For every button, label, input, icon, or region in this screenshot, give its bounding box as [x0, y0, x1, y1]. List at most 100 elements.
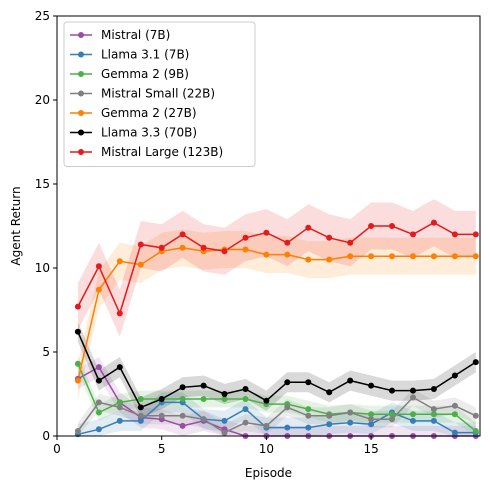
point-mistral-small-22b — [221, 429, 228, 436]
point-llama-3-3-70b — [242, 386, 249, 392]
point-mistral-large-123b — [347, 239, 354, 246]
y-tick-label: 25 — [35, 9, 50, 23]
point-llama-3-3-70b — [472, 359, 479, 366]
point-mistral-large-123b — [389, 223, 395, 229]
legend-marker — [78, 71, 84, 77]
point-mistral-large-123b — [326, 234, 333, 241]
point-llama-3-3-70b — [305, 379, 312, 386]
point-mistral-large-123b — [472, 231, 479, 238]
line-llama-3-1-7b — [77, 401, 476, 436]
point-mistral-large-123b — [95, 263, 102, 270]
point-llama-3-1-7b — [242, 406, 249, 413]
point-mistral-small-22b — [326, 412, 333, 419]
point-mistral-large-123b — [221, 248, 228, 255]
point-gemma-2-27b — [410, 253, 416, 260]
point-llama-3-3-70b — [389, 387, 395, 394]
legend-label: Llama 3.1 (7B) — [101, 48, 189, 62]
point-mistral-large-123b — [74, 303, 81, 310]
x-tick-label: 0 — [53, 442, 61, 456]
point-llama-3-1-7b — [451, 429, 458, 436]
point-llama-3-3-70b — [137, 404, 144, 411]
point-gemma-2-9b — [472, 428, 479, 434]
point-mistral-small-22b — [305, 412, 312, 419]
line-llama-3-3-70b — [77, 331, 477, 409]
point-llama-3-1-7b — [116, 417, 123, 424]
x-tick-label: 10 — [259, 442, 274, 456]
band-llama-3-1-7b — [77, 392, 476, 436]
point-gemma-2-9b — [221, 396, 228, 402]
legend: Mistral (7B) Llama 3.1 (7B) Gemma 2 (9B) Mi… — [63, 21, 256, 167]
point-mistral-large-123b — [430, 219, 437, 226]
line-mistral-small-22b — [77, 396, 477, 434]
point-mistral-large-123b — [263, 229, 270, 236]
point-llama-3-3-70b — [221, 391, 228, 397]
point-gemma-2-9b — [179, 396, 186, 402]
point-gemma-2-27b — [368, 253, 375, 260]
point-llama-3-3-70b — [451, 372, 458, 379]
legend-entry-mistral-small-22b: Mistral Small (22B) — [70, 87, 215, 101]
point-mistral-small-22b — [389, 416, 395, 423]
point-gemma-2-9b — [74, 360, 81, 367]
point-mistral-7b — [95, 364, 102, 371]
point-gemma-2-27b — [116, 258, 123, 265]
point-llama-3-3-70b — [410, 387, 416, 394]
point-llama-3-3-70b — [326, 389, 333, 396]
point-mistral-large-123b — [158, 244, 165, 251]
point-llama-3-1-7b — [326, 421, 333, 428]
point-mistral-large-123b — [137, 241, 144, 248]
point-mistral-small-22b — [137, 412, 144, 419]
point-mistral-small-22b — [158, 412, 165, 419]
legend-entry-llama-3-1-7b: Llama 3.1 (7B) — [70, 48, 189, 62]
point-gemma-2-27b — [347, 253, 354, 260]
point-llama-3-3-70b — [116, 364, 123, 371]
point-llama-3-3-70b — [368, 382, 375, 389]
point-gemma-2-9b — [200, 396, 207, 402]
line-gemma-2-9b — [77, 363, 477, 432]
y-tick-label: 15 — [35, 177, 50, 191]
point-gemma-2-27b — [137, 261, 144, 268]
band-mistral-large-123b — [77, 199, 476, 337]
legend-label: Gemma 2 (9B) — [101, 67, 189, 81]
point-gemma-2-27b — [451, 253, 458, 260]
point-llama-3-3-70b — [95, 377, 102, 384]
point-llama-3-1-7b — [95, 426, 102, 433]
point-mistral-large-123b — [451, 231, 458, 238]
x-tick-label: 15 — [363, 442, 378, 456]
legend-entry-mistral-large-123b: Mistral Large (123B) — [70, 145, 223, 159]
point-mistral-large-123b — [284, 239, 291, 246]
point-mistral-7b — [179, 422, 186, 429]
line-mistral-large-123b — [77, 221, 476, 316]
point-llama-3-3-70b — [263, 397, 270, 404]
point-mistral-large-123b — [200, 244, 207, 251]
y-tick-label: 10 — [35, 261, 50, 275]
point-gemma-2-9b — [451, 411, 458, 418]
point-mistral-small-22b — [95, 399, 102, 406]
point-llama-3-1-7b — [347, 419, 354, 426]
legend-marker — [78, 110, 84, 116]
plot-frame — [56, 15, 481, 437]
legend-entry-llama-3-3-70b: Llama 3.3 (70B) — [70, 126, 197, 140]
point-llama-3-1-7b — [430, 417, 437, 424]
point-llama-3-1-7b — [137, 417, 144, 424]
y-axis-ticks: 0 5 10 15 20 25 — [35, 9, 57, 443]
point-mistral-small-22b — [200, 416, 207, 423]
point-llama-3-3-70b — [284, 379, 291, 386]
y-tick-label: 20 — [35, 93, 50, 107]
legend-marker — [78, 129, 84, 136]
point-llama-3-3-70b — [200, 382, 207, 389]
point-mistral-large-123b — [305, 224, 312, 231]
legend-marker — [78, 90, 84, 97]
legend-label: Mistral Small (22B) — [101, 87, 215, 101]
point-llama-3-1-7b — [368, 421, 375, 428]
legend-label: Llama 3.3 (70B) — [101, 126, 197, 140]
point-gemma-2-27b — [389, 253, 395, 260]
point-llama-3-3-70b — [74, 328, 81, 335]
point-gemma-2-9b — [137, 396, 144, 402]
point-mistral-large-123b — [179, 231, 186, 238]
point-gemma-2-27b — [95, 286, 102, 293]
y-axis-label: Agent Return — [9, 186, 23, 265]
point-mistral-small-22b — [410, 394, 416, 401]
point-gemma-2-9b — [305, 406, 312, 413]
band-mistral-small-22b — [77, 389, 476, 436]
